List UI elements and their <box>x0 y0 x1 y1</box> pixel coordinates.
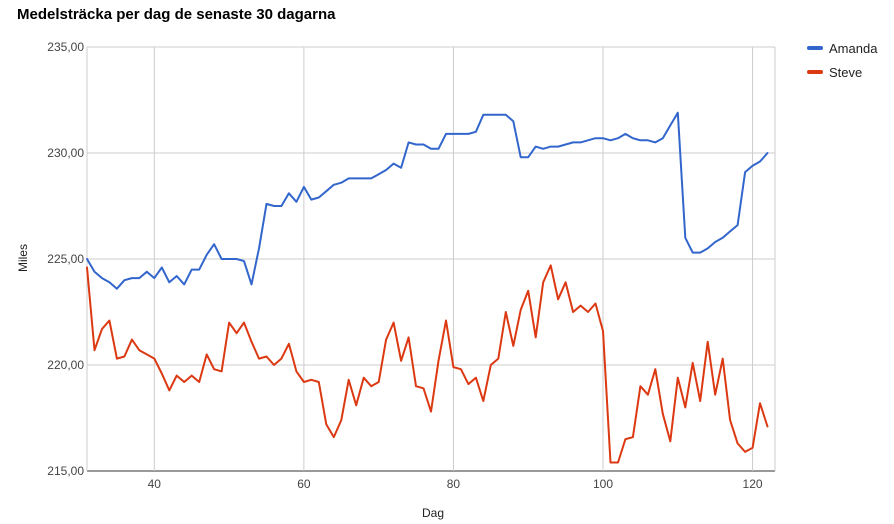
x-axis-label: Dag <box>422 506 444 520</box>
axis-ticks: 215,00 220,00 225,00 230,00 235,00 40 60 80 100 1… <box>47 40 763 491</box>
series-line-steve <box>86 264 769 464</box>
series-lines <box>86 111 769 464</box>
x-tick-label: 100 <box>593 477 613 491</box>
y-tick-label: 230,00 <box>47 146 84 160</box>
y-axis-label: Miles <box>16 244 30 272</box>
legend-label: Steve <box>829 65 862 80</box>
legend: Amanda Steve <box>807 41 878 80</box>
x-tick-label: 60 <box>297 477 311 491</box>
series-line-amanda <box>86 111 769 290</box>
y-tick-label: 215,00 <box>47 464 84 478</box>
y-tick-label: 235,00 <box>47 40 84 54</box>
chart-title: Medelsträcka per dag de senaste 30 dagar… <box>17 6 336 23</box>
y-tick-label: 225,00 <box>47 252 84 266</box>
x-tick-label: 120 <box>743 477 763 491</box>
legend-label: Amanda <box>829 41 878 56</box>
y-tick-label: 220,00 <box>47 358 84 372</box>
x-tick-label: 40 <box>148 477 162 491</box>
x-tick-label: 80 <box>447 477 461 491</box>
